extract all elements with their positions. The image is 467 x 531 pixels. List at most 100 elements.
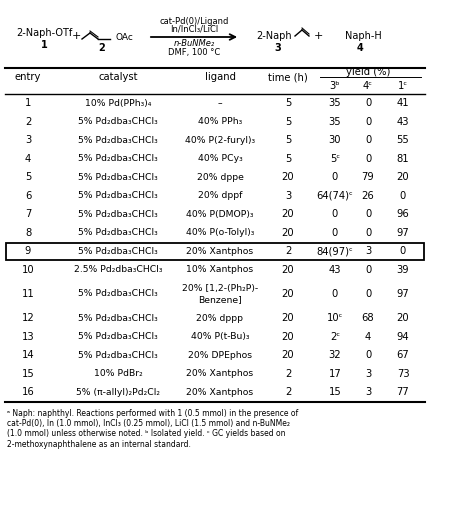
Text: 8: 8	[25, 228, 31, 238]
Text: 43: 43	[397, 117, 409, 127]
Text: 20% [1,2-(Ph₂P)-: 20% [1,2-(Ph₂P)-	[182, 285, 258, 294]
Text: 17: 17	[329, 369, 341, 379]
Text: 5% Pd₂dba₃CHCl₃: 5% Pd₂dba₃CHCl₃	[78, 136, 158, 145]
Text: n-BuNMe₂: n-BuNMe₂	[173, 39, 215, 48]
Text: 4ᶜ: 4ᶜ	[363, 81, 373, 91]
Text: 5% Pd₂dba₃CHCl₃: 5% Pd₂dba₃CHCl₃	[78, 289, 158, 298]
Text: 73: 73	[396, 369, 409, 379]
Text: 5: 5	[285, 135, 291, 145]
Text: 35: 35	[329, 98, 341, 108]
Text: 0: 0	[332, 209, 338, 219]
Text: 5% Pd₂dba₃CHCl₃: 5% Pd₂dba₃CHCl₃	[78, 228, 158, 237]
Text: 10% Xantphos: 10% Xantphos	[186, 266, 254, 274]
Text: 10% Pd(PPh₃)₄: 10% Pd(PPh₃)₄	[85, 99, 151, 108]
Text: entry: entry	[15, 72, 41, 82]
Text: 3: 3	[275, 43, 282, 53]
Text: 5ᶜ: 5ᶜ	[330, 154, 340, 164]
Text: 2: 2	[285, 387, 291, 397]
Text: 3: 3	[365, 369, 371, 379]
Text: 55: 55	[396, 135, 410, 145]
Text: 40% P(DMOP)₃: 40% P(DMOP)₃	[186, 210, 254, 219]
Text: 0: 0	[332, 289, 338, 299]
Text: 84(97)ᶜ: 84(97)ᶜ	[317, 246, 354, 256]
Text: yield (%): yield (%)	[347, 67, 391, 77]
Text: 10: 10	[21, 265, 34, 275]
Text: 5% Pd₂dba₃CHCl₃: 5% Pd₂dba₃CHCl₃	[78, 351, 158, 359]
Text: 96: 96	[396, 209, 410, 219]
Text: OAc: OAc	[116, 33, 134, 42]
Text: 20: 20	[282, 209, 294, 219]
Text: 5% Pd₂dba₃CHCl₃: 5% Pd₂dba₃CHCl₃	[78, 210, 158, 219]
Text: 2: 2	[285, 369, 291, 379]
Text: (1.0 mmol) unless otherwise noted. ᵇ Isolated yield. ᶜ GC yields based on: (1.0 mmol) unless otherwise noted. ᵇ Iso…	[7, 430, 285, 439]
Text: 67: 67	[396, 350, 410, 360]
Text: 14: 14	[21, 350, 34, 360]
Text: 0: 0	[365, 350, 371, 360]
Text: 43: 43	[329, 265, 341, 275]
Text: 77: 77	[396, 387, 410, 397]
Text: 41: 41	[396, 98, 409, 108]
Text: 40% PCy₃: 40% PCy₃	[198, 154, 242, 163]
Text: 20% Xantphos: 20% Xantphos	[186, 369, 254, 378]
Text: time (h): time (h)	[268, 72, 308, 82]
Text: 15: 15	[329, 387, 341, 397]
Text: 5: 5	[285, 117, 291, 127]
Text: 0: 0	[365, 154, 371, 164]
Text: 40% PPh₃: 40% PPh₃	[198, 117, 242, 126]
Text: 3: 3	[365, 246, 371, 256]
Text: 40% P(o-Tolyl)₃: 40% P(o-Tolyl)₃	[186, 228, 254, 237]
Text: 97: 97	[396, 289, 410, 299]
Text: 32: 32	[329, 350, 341, 360]
Text: 5: 5	[25, 172, 31, 182]
Text: 10% PdBr₂: 10% PdBr₂	[93, 369, 142, 378]
Text: 79: 79	[361, 172, 375, 182]
Text: 0: 0	[365, 228, 371, 238]
Text: 40% P(t-Bu)₃: 40% P(t-Bu)₃	[191, 332, 249, 341]
Text: +: +	[71, 31, 81, 41]
Text: 4: 4	[357, 43, 363, 53]
Text: 20% Xantphos: 20% Xantphos	[186, 388, 254, 397]
Text: 3: 3	[365, 387, 371, 397]
Text: 5% Pd₂dba₃CHCl₃: 5% Pd₂dba₃CHCl₃	[78, 332, 158, 341]
Text: 1: 1	[41, 40, 47, 50]
Text: 2-Naph-OTf: 2-Naph-OTf	[16, 28, 72, 38]
Text: catalyst: catalyst	[98, 72, 138, 82]
Text: 2: 2	[285, 246, 291, 256]
Text: In/InCl₃/LiCl: In/InCl₃/LiCl	[170, 24, 218, 33]
Text: 5% Pd₂dba₃CHCl₃: 5% Pd₂dba₃CHCl₃	[78, 191, 158, 200]
Text: Naph-H: Naph-H	[345, 31, 382, 41]
Text: 4: 4	[25, 154, 31, 164]
Text: 0: 0	[365, 265, 371, 275]
Text: 20% dppf: 20% dppf	[198, 191, 242, 200]
Text: 20% DPEphos: 20% DPEphos	[188, 351, 252, 359]
Text: 16: 16	[21, 387, 35, 397]
Text: 81: 81	[396, 154, 409, 164]
Text: 68: 68	[361, 313, 375, 323]
Text: 20: 20	[282, 228, 294, 238]
Text: 20: 20	[396, 172, 409, 182]
Text: 2-methoxynaphthalene as an internal standard.: 2-methoxynaphthalene as an internal stan…	[7, 440, 191, 449]
Text: 5% Pd₂dba₃CHCl₃: 5% Pd₂dba₃CHCl₃	[78, 314, 158, 323]
Text: 2: 2	[25, 117, 31, 127]
Text: 11: 11	[21, 289, 35, 299]
Text: 2-Naph: 2-Naph	[256, 31, 291, 41]
Text: 5% Pd₂dba₃CHCl₃: 5% Pd₂dba₃CHCl₃	[78, 154, 158, 163]
Text: 6: 6	[25, 191, 31, 201]
Text: 3: 3	[285, 191, 291, 201]
Text: 26: 26	[361, 191, 375, 201]
Text: 0: 0	[400, 246, 406, 256]
Text: 2.5% Pd₂dba₃CHCl₃: 2.5% Pd₂dba₃CHCl₃	[74, 266, 162, 274]
Text: 20: 20	[282, 172, 294, 182]
Text: 35: 35	[329, 117, 341, 127]
Text: 97: 97	[396, 228, 410, 238]
Text: 2: 2	[99, 43, 106, 53]
Text: 0: 0	[365, 98, 371, 108]
Text: 1: 1	[25, 98, 31, 108]
Text: 20: 20	[282, 332, 294, 342]
Text: 5: 5	[285, 154, 291, 164]
Text: 20% dppp: 20% dppp	[197, 314, 243, 323]
Text: 3ᵇ: 3ᵇ	[330, 81, 340, 91]
Text: DMF, 100 °C: DMF, 100 °C	[168, 47, 220, 56]
Text: 0: 0	[365, 135, 371, 145]
Text: 39: 39	[396, 265, 409, 275]
